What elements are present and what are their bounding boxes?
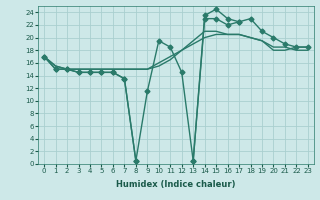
X-axis label: Humidex (Indice chaleur): Humidex (Indice chaleur) bbox=[116, 180, 236, 189]
